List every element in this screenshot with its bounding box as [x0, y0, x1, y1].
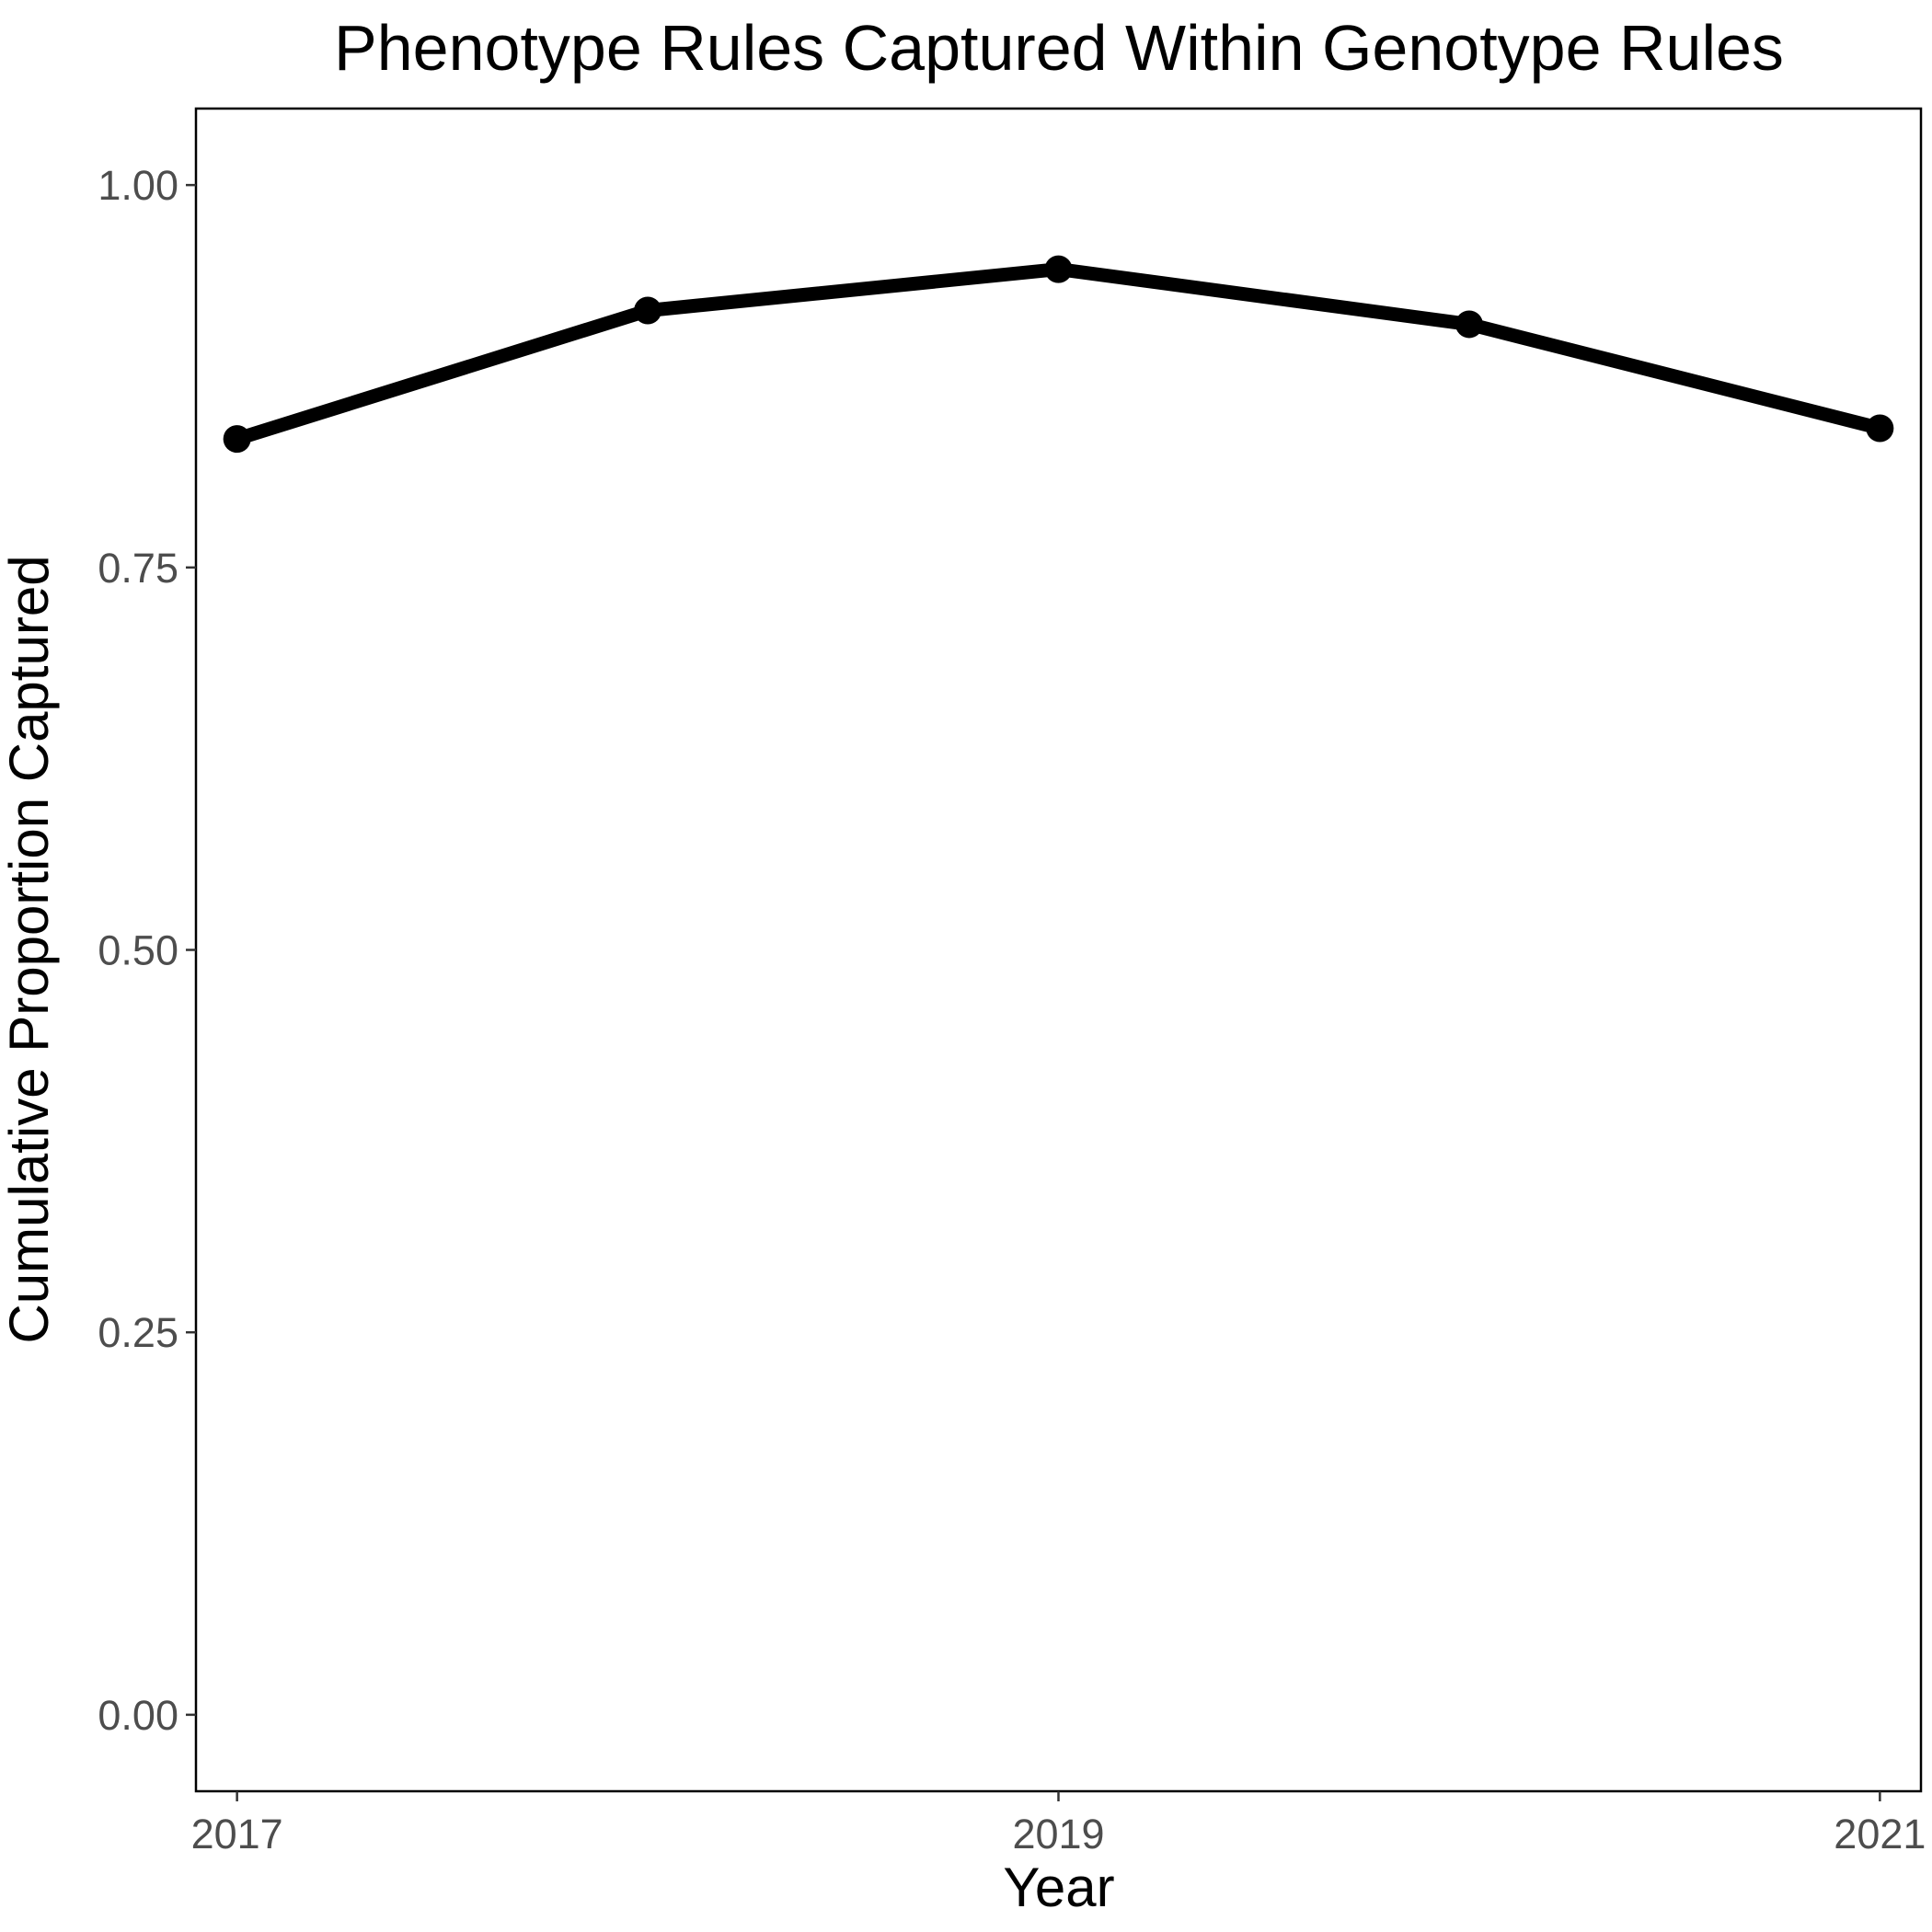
- x-tick-label: 2021: [1834, 1811, 1926, 1857]
- data-point: [1044, 255, 1073, 283]
- data-point: [634, 296, 662, 325]
- chart-title: Phenotype Rules Captured Within Genotype…: [334, 12, 1784, 84]
- data-point: [1866, 414, 1894, 443]
- plot-panel: [194, 107, 1923, 1793]
- y-tick-label: 0.50: [98, 927, 178, 974]
- x-tick-label: 2019: [1012, 1811, 1104, 1857]
- grid-stubs: [236, 103, 1926, 1717]
- x-axis: 2017 2019 2021: [191, 1791, 1926, 1857]
- y-tick-label: 0.25: [98, 1309, 178, 1356]
- y-tick-label: 1.00: [98, 162, 178, 209]
- y-axis-title: Cumulative Proportion Captured: [0, 555, 60, 1343]
- series-line: [230, 262, 1887, 446]
- series-layer: [223, 255, 1894, 454]
- y-tick-label: 0.00: [98, 1692, 178, 1739]
- x-tick-label: 2017: [191, 1811, 283, 1857]
- data-point: [1455, 310, 1483, 339]
- y-axis: 0.00 0.25 0.50 0.75 1.00: [98, 162, 196, 1739]
- x-axis-title: Year: [1003, 1857, 1114, 1918]
- data-point: [223, 425, 251, 454]
- y-tick-label: 0.75: [98, 545, 178, 592]
